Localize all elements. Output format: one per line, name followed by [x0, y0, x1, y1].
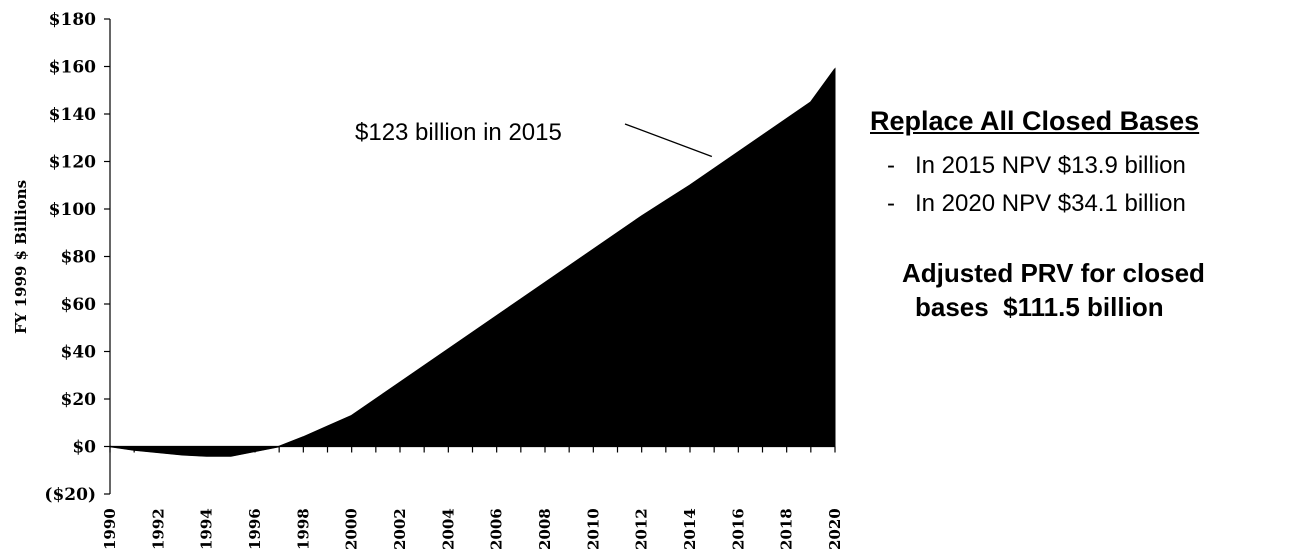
y-tick-label: $60 [61, 295, 97, 315]
side-heading: Replace All Closed Bases [870, 106, 1200, 136]
y-tick-label: $160 [49, 58, 96, 78]
x-tick-label: 2008 [536, 508, 554, 550]
y-axis: ($20) $0 $20 $40 $60 $80 $100 $120 $140 $160 $180 [44, 10, 111, 505]
x-tick-label: 2014 [681, 508, 699, 550]
x-tick-label: 1996 [246, 508, 264, 550]
y-tick-label: $120 [49, 153, 96, 173]
annotation-text: $123 billion in 2015 [355, 119, 562, 146]
y-tick-label: $40 [61, 343, 97, 363]
y-tick-label: ($20) [44, 485, 96, 505]
x-tick-label: 1994 [198, 508, 216, 550]
side-item-text: In 2020 NPV $34.1 billion [915, 190, 1186, 217]
x-tick-label: 2000 [343, 508, 361, 550]
x-tick-label: 1998 [294, 508, 312, 550]
x-tick-label: 2012 [633, 508, 651, 550]
area-line [109, 68, 836, 457]
y-tick-label: $0 [72, 438, 96, 458]
x-axis: 1990 1992 1994 1996 1998 2000 2002 2004 2006 2008… [101, 445, 844, 550]
y-tick-label: $20 [61, 390, 97, 410]
x-tick-label: 2006 [488, 508, 506, 550]
y-axis-label: FY 1999 $ Billions [12, 180, 30, 334]
note-line-1: Adjusted PRV for closed [902, 258, 1205, 288]
dash-bullet: - [887, 190, 895, 217]
y-tick-label: $140 [49, 105, 96, 125]
x-tick-label: 2004 [439, 508, 457, 550]
note-line-2: bases $111.5 billion [915, 292, 1164, 322]
side-item-2015: - In 2015 NPV $13.9 billion [887, 152, 1186, 180]
x-tick-label: 1992 [149, 508, 167, 550]
y-tick-label: $100 [49, 200, 96, 220]
adjusted-prv-note: Adjusted PRV for closed bases $111.5 bil… [860, 256, 1300, 324]
side-item-text: In 2015 NPV $13.9 billion [915, 152, 1186, 179]
annotation: $123 billion in 2015 [355, 119, 717, 160]
x-tick-label: 1990 [101, 508, 119, 550]
x-tick-label: 2016 [729, 508, 747, 550]
x-tick-label: 2002 [391, 508, 409, 550]
side-item-2020: - In 2020 NPV $34.1 billion [887, 190, 1186, 218]
x-tick-label: 2020 [826, 508, 844, 550]
y-tick-label: $180 [49, 10, 96, 30]
area-series [109, 67, 836, 457]
x-tick-label: 2018 [778, 508, 796, 550]
annotation-pointer [624, 123, 715, 158]
x-tick-label: 2010 [584, 508, 602, 550]
dash-bullet: - [887, 152, 895, 179]
y-tick-label: $80 [61, 248, 97, 268]
annotation-point [711, 154, 717, 160]
